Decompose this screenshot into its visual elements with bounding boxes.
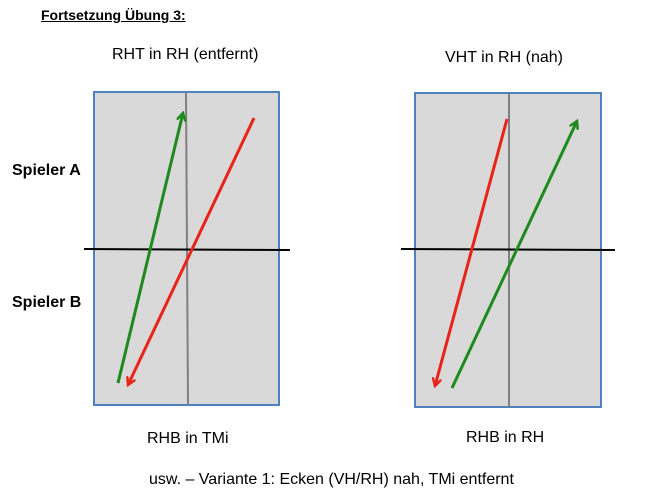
right-red-arrow bbox=[435, 118, 509, 386]
left-panel-title: RHT in RH (entfernt) bbox=[112, 46, 259, 63]
left-court bbox=[83, 91, 291, 406]
left-red-arrow bbox=[128, 117, 256, 385]
right-panel-title: VHT in RH (nah) bbox=[445, 49, 563, 66]
right-net bbox=[400, 248, 616, 251]
footer-note: usw. – Variante 1: Ecken (VH/RH) nah, TM… bbox=[149, 471, 514, 488]
left-net bbox=[83, 248, 291, 251]
player-a-label: Spieler A bbox=[12, 162, 81, 179]
right-green-arrow bbox=[450, 121, 577, 389]
right-panel-bottom-label: RHB in RH bbox=[466, 429, 545, 446]
page-heading: Fortsetzung Übung 3: bbox=[41, 7, 186, 23]
left-green-arrow bbox=[116, 113, 183, 384]
player-b-label: Spieler B bbox=[12, 294, 82, 311]
right-court bbox=[400, 92, 616, 408]
left-panel-bottom-label: RHB in TMi bbox=[147, 430, 229, 447]
